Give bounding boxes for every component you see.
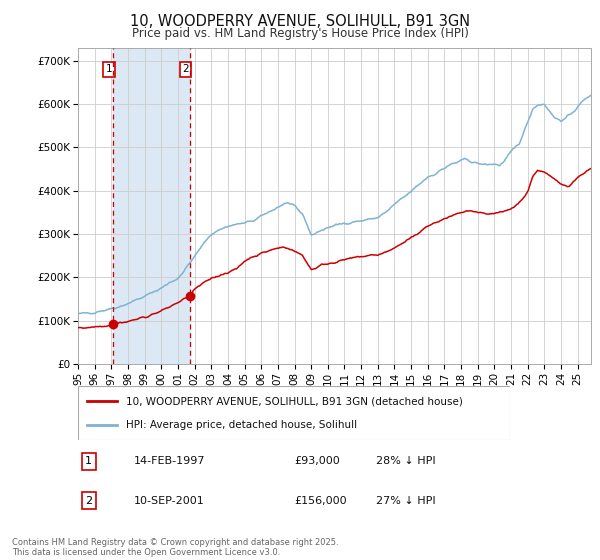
Text: 28% ↓ HPI: 28% ↓ HPI (376, 456, 436, 466)
Text: 27% ↓ HPI: 27% ↓ HPI (376, 496, 436, 506)
Text: HPI: Average price, detached house, Solihull: HPI: Average price, detached house, Soli… (125, 419, 356, 430)
Text: 10, WOODPERRY AVENUE, SOLIHULL, B91 3GN: 10, WOODPERRY AVENUE, SOLIHULL, B91 3GN (130, 14, 470, 29)
Text: 14-FEB-1997: 14-FEB-1997 (134, 456, 206, 466)
Text: £156,000: £156,000 (294, 496, 347, 506)
Text: £93,000: £93,000 (294, 456, 340, 466)
Text: 10, WOODPERRY AVENUE, SOLIHULL, B91 3GN (detached house): 10, WOODPERRY AVENUE, SOLIHULL, B91 3GN … (125, 396, 463, 407)
Text: 1: 1 (106, 64, 112, 74)
Text: Price paid vs. HM Land Registry's House Price Index (HPI): Price paid vs. HM Land Registry's House … (131, 27, 469, 40)
Bar (113, 48, 190, 364)
Text: 2: 2 (85, 496, 92, 506)
Text: Contains HM Land Registry data © Crown copyright and database right 2025.
This d: Contains HM Land Registry data © Crown c… (12, 538, 338, 557)
Text: 2: 2 (182, 64, 189, 74)
Text: 10-SEP-2001: 10-SEP-2001 (134, 496, 205, 506)
Text: 1: 1 (85, 456, 92, 466)
